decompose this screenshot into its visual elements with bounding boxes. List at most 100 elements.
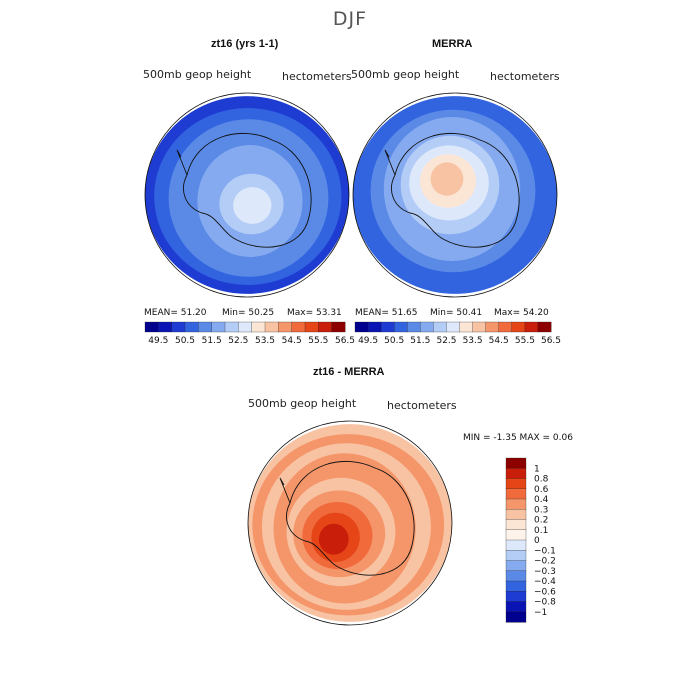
panel2-colorbar-tick-label: 51.5 [410, 336, 430, 346]
panel3-colorbar-swatch [505, 601, 527, 613]
panel2-colorbar-swatch [433, 321, 447, 333]
panel2-map [353, 96, 557, 294]
panel3-colorbar-swatch [505, 488, 527, 500]
panel1-colorbar-tick-label: 56.5 [335, 336, 355, 346]
contour-band [233, 187, 272, 224]
panel2-colorbar-swatch [380, 321, 395, 333]
panel1-min: Min= 50.25 [222, 308, 275, 318]
panel1-max: Max= 53.31 [287, 308, 342, 318]
antarctic-peninsula [176, 149, 188, 176]
antarctica-coastline [286, 460, 415, 576]
map-outlines [144, 92, 558, 626]
antarctica-coastline [391, 132, 520, 248]
map-border-3 [247, 420, 453, 626]
panel2-colorbar-swatch [459, 321, 474, 333]
panel3-title: zt16 - MERRA [313, 366, 385, 378]
panel1-title: zt16 (yrs 1-1) [211, 38, 279, 50]
panel2-max: Max= 54.20 [494, 308, 549, 318]
panel2-colorbar-swatch [485, 321, 500, 333]
panel3-colorbar-swatch [505, 570, 527, 582]
panel2-colorbar-tick-label: 56.5 [541, 336, 561, 346]
colorbars: 49.5 50.5 51.5 52.5 53.5 54.5 55.5 56.5 49.5 50.5… [144, 321, 561, 623]
panel3-colorbar-swatch [505, 519, 527, 531]
panel1-colorbar-swatch [304, 321, 319, 333]
panel3-colorbar-swatch [505, 550, 527, 562]
panel1-colorbar-swatch [318, 321, 333, 333]
panel1-variable-label: 500mb geop height [143, 68, 252, 81]
panel1-colorbar-tick-label: 51.5 [202, 336, 222, 346]
panel2-min: Min= 50.41 [430, 308, 483, 318]
panel2-colorbar-swatch [407, 321, 421, 333]
panel1-colorbar-swatch [171, 321, 186, 333]
panel1-colorbar-tick-label: 55.5 [308, 336, 328, 346]
panel3-colorbar-swatch [505, 478, 527, 490]
panel3-colorbar-tick-label: 0.6 [534, 485, 549, 495]
panel3-colorbar-swatch [505, 560, 527, 572]
panel3-colorbar-swatch [505, 611, 527, 623]
panel1-colorbar-tick-label: 54.5 [282, 336, 302, 346]
panel2-variable-label: 500mb geop height [351, 68, 460, 81]
panel1-colorbar-swatch [158, 321, 173, 333]
panel1-colorbar-swatch [291, 321, 306, 333]
panel1-colorbar-swatch [238, 321, 253, 333]
panel1-colorbar-swatch [184, 321, 199, 333]
panel3-map [248, 424, 452, 622]
panel2-colorbar-tick-label: 54.5 [489, 336, 509, 346]
panel3-colorbar-tick-label: −0.6 [534, 587, 556, 597]
panel3-colorbar-tick-label: −0.4 [534, 577, 556, 587]
panel1-colorbar-tick-label: 50.5 [175, 336, 195, 346]
panel3-colorbar-swatch [505, 580, 527, 592]
panel2-colorbar-swatch [537, 321, 552, 333]
panel3-colorbar-tick-label: 0.2 [534, 516, 548, 526]
panel1-colorbar-tick-label: 52.5 [228, 336, 248, 346]
panel1-colorbar-swatch [278, 321, 293, 333]
panel1-colorbar-swatch [224, 321, 239, 333]
map-border-2 [352, 92, 558, 298]
panel2-colorbar-tick-label: 53.5 [463, 336, 483, 346]
panel2-colorbar-swatch [498, 321, 513, 333]
panel3-colorbar-tick-label: 0.4 [534, 495, 549, 505]
panel3-colorbar-tick-label: −0.1 [534, 546, 556, 556]
panel1-units-label: hectometers [282, 70, 352, 83]
panel3-colorbar-tick-label: −0.2 [534, 557, 556, 567]
panel2-colorbar-swatch [367, 321, 382, 333]
panel3-colorbar-tick-label: 0.3 [534, 505, 548, 515]
panel2-colorbar-tick-label: 55.5 [515, 336, 535, 346]
antarctic-peninsula [384, 149, 396, 176]
panel1-colorbar-tick-label: 49.5 [148, 336, 168, 346]
panel3-colorbar-swatch [505, 591, 527, 603]
panel3-colorbar-swatch [505, 529, 527, 541]
panel1-colorbar-tick-label: 53.5 [255, 336, 275, 346]
panel3-colorbar-swatch [505, 468, 527, 480]
panel1-mean: MEAN= 51.20 [144, 308, 207, 318]
panel3-colorbar-tick-label: 0 [534, 536, 540, 546]
contour-band [318, 523, 349, 555]
panel1-colorbar-swatch [264, 321, 279, 333]
panel2-colorbar-swatch [511, 321, 526, 333]
panel3-colorbar-tick-label: 0.8 [534, 475, 549, 485]
panel2-colorbar-swatch [524, 321, 539, 333]
figure-title: DJF [332, 8, 368, 30]
panel1-colorbar-swatch [144, 321, 159, 333]
panel1-colorbar-swatch [331, 321, 346, 333]
panel3-minmax: MIN = -1.35 MAX = 0.06 [463, 433, 573, 443]
panel3-colorbar-tick-label: 0.1 [534, 526, 548, 536]
map-border-1 [144, 92, 350, 298]
panel1-colorbar-swatch [198, 321, 213, 333]
panel2-colorbar-tick-label: 50.5 [384, 336, 404, 346]
panel2-colorbar-swatch [354, 321, 369, 333]
panel2-colorbar-tick-label: 49.5 [358, 336, 378, 346]
panel2-colorbar-tick-label: 52.5 [436, 336, 456, 346]
panel2-units-label: hectometers [490, 70, 560, 83]
panel2-colorbar-swatch [472, 321, 487, 333]
panel1-colorbar-swatch [251, 321, 266, 333]
panel2-colorbar-swatch [420, 321, 434, 333]
panel3-colorbar-tick-label: −0.3 [534, 567, 556, 577]
panel3-colorbar-swatch [505, 498, 527, 510]
panel3-colorbar-tick-label: 1 [534, 464, 540, 474]
panel2-mean: MEAN= 51.65 [355, 308, 418, 318]
panel1-map [145, 96, 349, 294]
panel3-units-label: hectometers [387, 399, 457, 412]
panel3-colorbar-swatch [505, 539, 527, 551]
